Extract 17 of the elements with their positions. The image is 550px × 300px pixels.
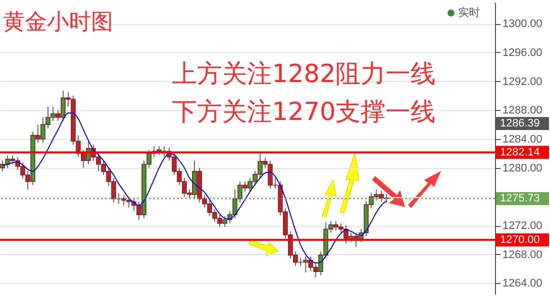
annotation: 实时 <box>458 6 480 20</box>
ref-line-label: 1282.14 <box>500 146 540 158</box>
ref-line-label: 1275.73 <box>500 192 540 205</box>
text: 1286.39 <box>500 118 540 130</box>
y-tick-label: 1264.00 <box>502 278 542 290</box>
y-tick-label: 1296.00 <box>502 46 542 59</box>
ref-line-label: 1270.00 <box>500 234 540 246</box>
y-tick-label: 1300.00 <box>502 18 542 30</box>
y-tick-label: 1284.00 <box>502 133 542 146</box>
y-tick-label: 1280.00 <box>502 162 542 174</box>
annotation: 下方关注1270支撑一线 <box>172 97 436 126</box>
y-tick-label: 1288.00 <box>502 104 542 117</box>
y-tick-label: 1272.00 <box>502 220 542 232</box>
annotation: 上方关注1282阻力一线 <box>172 59 436 88</box>
chart-title: 黄金小时图 <box>3 10 113 35</box>
y-tick-label: 1292.00 <box>502 76 542 88</box>
y-tick-label: 1268.00 <box>502 248 542 261</box>
